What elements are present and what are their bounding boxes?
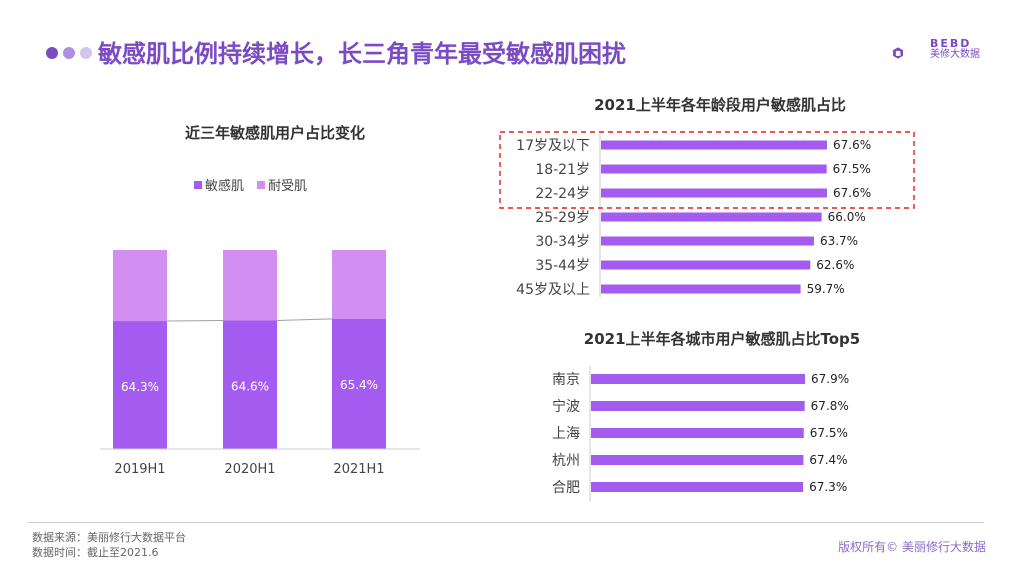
data-label: 62.6% [816,258,854,272]
age-bar-chart: 2021上半年各年龄段用户敏感肌占比 17岁及以下 67.6% 18-21岁 67.5… [499,96,915,298]
x-axis-labels: 2019H1 2020H1 2021H1 [114,462,384,477]
y-tick-label: 45岁及以上 [516,282,590,298]
bar-segment-sensitive [332,318,386,449]
data-label: 66.0% [828,210,866,224]
y-tick-label: 上海 [552,426,580,442]
highlight-box [499,131,915,209]
chart-title: 2021上半年各年龄段用户敏感肌占比 [594,96,846,114]
y-tick-label: 25-29岁 [535,210,590,226]
data-label: 67.8% [811,399,849,413]
data-source: 数据来源：美丽修行大数据平台 数据时间：截止至2021.6 [32,530,186,560]
decoration-dot [63,47,75,59]
data-label: 67.5% [810,426,848,440]
bar-group: 17岁及以下 67.6% 18-21岁 67.5% 22-24岁 67.6% 25-29岁 6… [516,138,871,298]
bar [601,188,827,198]
y-tick-label: 合肥 [552,480,580,496]
bar [591,482,804,492]
bar [591,428,804,438]
bar [601,164,827,174]
time-line: 数据时间：截止至2021.6 [32,546,159,559]
decoration-dot [80,47,92,59]
bebd-logo [893,47,903,59]
stacked-bar-chart: 近三年敏感肌用户占比变化 敏感肌 耐受肌 64.3% 64.6% 65.4% 201… [100,124,420,477]
data-label: 67.9% [811,372,849,386]
data-label: 65.4% [340,378,378,392]
bar-segment-tolerant [113,250,167,322]
data-label: 67.4% [809,453,847,467]
legend: 敏感肌 耐受肌 [194,178,307,194]
data-label: 67.3% [809,480,847,494]
legend-swatch-sensitive [194,181,202,189]
series-connector-line [276,318,333,321]
city-bar-chart: 2021上半年各城市用户敏感肌占比Top5 南京 67.9% 宁波 67.8% 上海 67… [552,330,860,502]
footer-divider [28,522,984,523]
legend-swatch-tolerant [257,181,265,189]
bar [601,212,822,222]
bar-group: 南京 67.9% 宁波 67.8% 上海 67.5% 杭州 67.4% 合肥 67.3% [552,372,849,496]
chart-title: 近三年敏感肌用户占比变化 [185,124,365,142]
bar [591,401,805,411]
source-line: 数据来源：美丽修行大数据平台 [32,531,186,544]
data-label: 67.6% [833,138,871,152]
bar [601,140,827,150]
bar-segment-sensitive [113,321,167,449]
copyright: 版权所有© 美丽修行大数据 [838,540,986,554]
y-tick-label: 30-34岁 [535,234,590,250]
legend-label-tolerant: 耐受肌 [268,179,307,194]
legend-label-sensitive: 敏感肌 [205,178,244,194]
bar [601,260,811,270]
data-label: 67.6% [833,186,871,200]
y-tick-label: 22-24岁 [535,186,590,202]
y-tick-label: 南京 [552,372,580,388]
logo-mark-icon [895,50,901,56]
data-label: 64.6% [231,379,269,393]
bar [601,236,814,246]
y-tick-label: 18-21岁 [535,162,590,178]
bar-segment-tolerant [332,250,386,319]
data-label: 67.5% [833,162,871,176]
title-decoration-dots [46,47,92,59]
bar-group: 64.3% 64.6% 65.4% [113,250,386,449]
logo-text: BEBD 美修大数据 [930,38,980,60]
bar [601,284,801,294]
bar-segment-sensitive [223,320,277,449]
bar [591,455,804,465]
x-tick-label: 2020H1 [224,462,275,477]
x-tick-label: 2019H1 [114,462,165,477]
x-tick-label: 2021H1 [333,462,384,477]
logo-name: 美修大数据 [930,48,980,60]
bar [591,374,805,384]
chart-title: 2021上半年各城市用户敏感肌占比Top5 [584,330,860,348]
y-tick-label: 杭州 [552,453,580,469]
page-title: 敏感肌比例持续增长，长三角青年最受敏感肌困扰 [98,40,626,68]
data-label: 64.3% [121,380,159,394]
y-tick-label: 35-44岁 [535,258,590,274]
decoration-dot [46,47,58,59]
data-label: 63.7% [820,234,858,248]
bar-segment-tolerant [223,250,277,321]
data-label: 59.7% [807,282,845,296]
logo-brand: BEBD [930,37,972,50]
y-tick-label: 宁波 [552,398,580,415]
y-tick-label: 17岁及以下 [516,138,590,154]
series-connector-line [166,319,224,322]
